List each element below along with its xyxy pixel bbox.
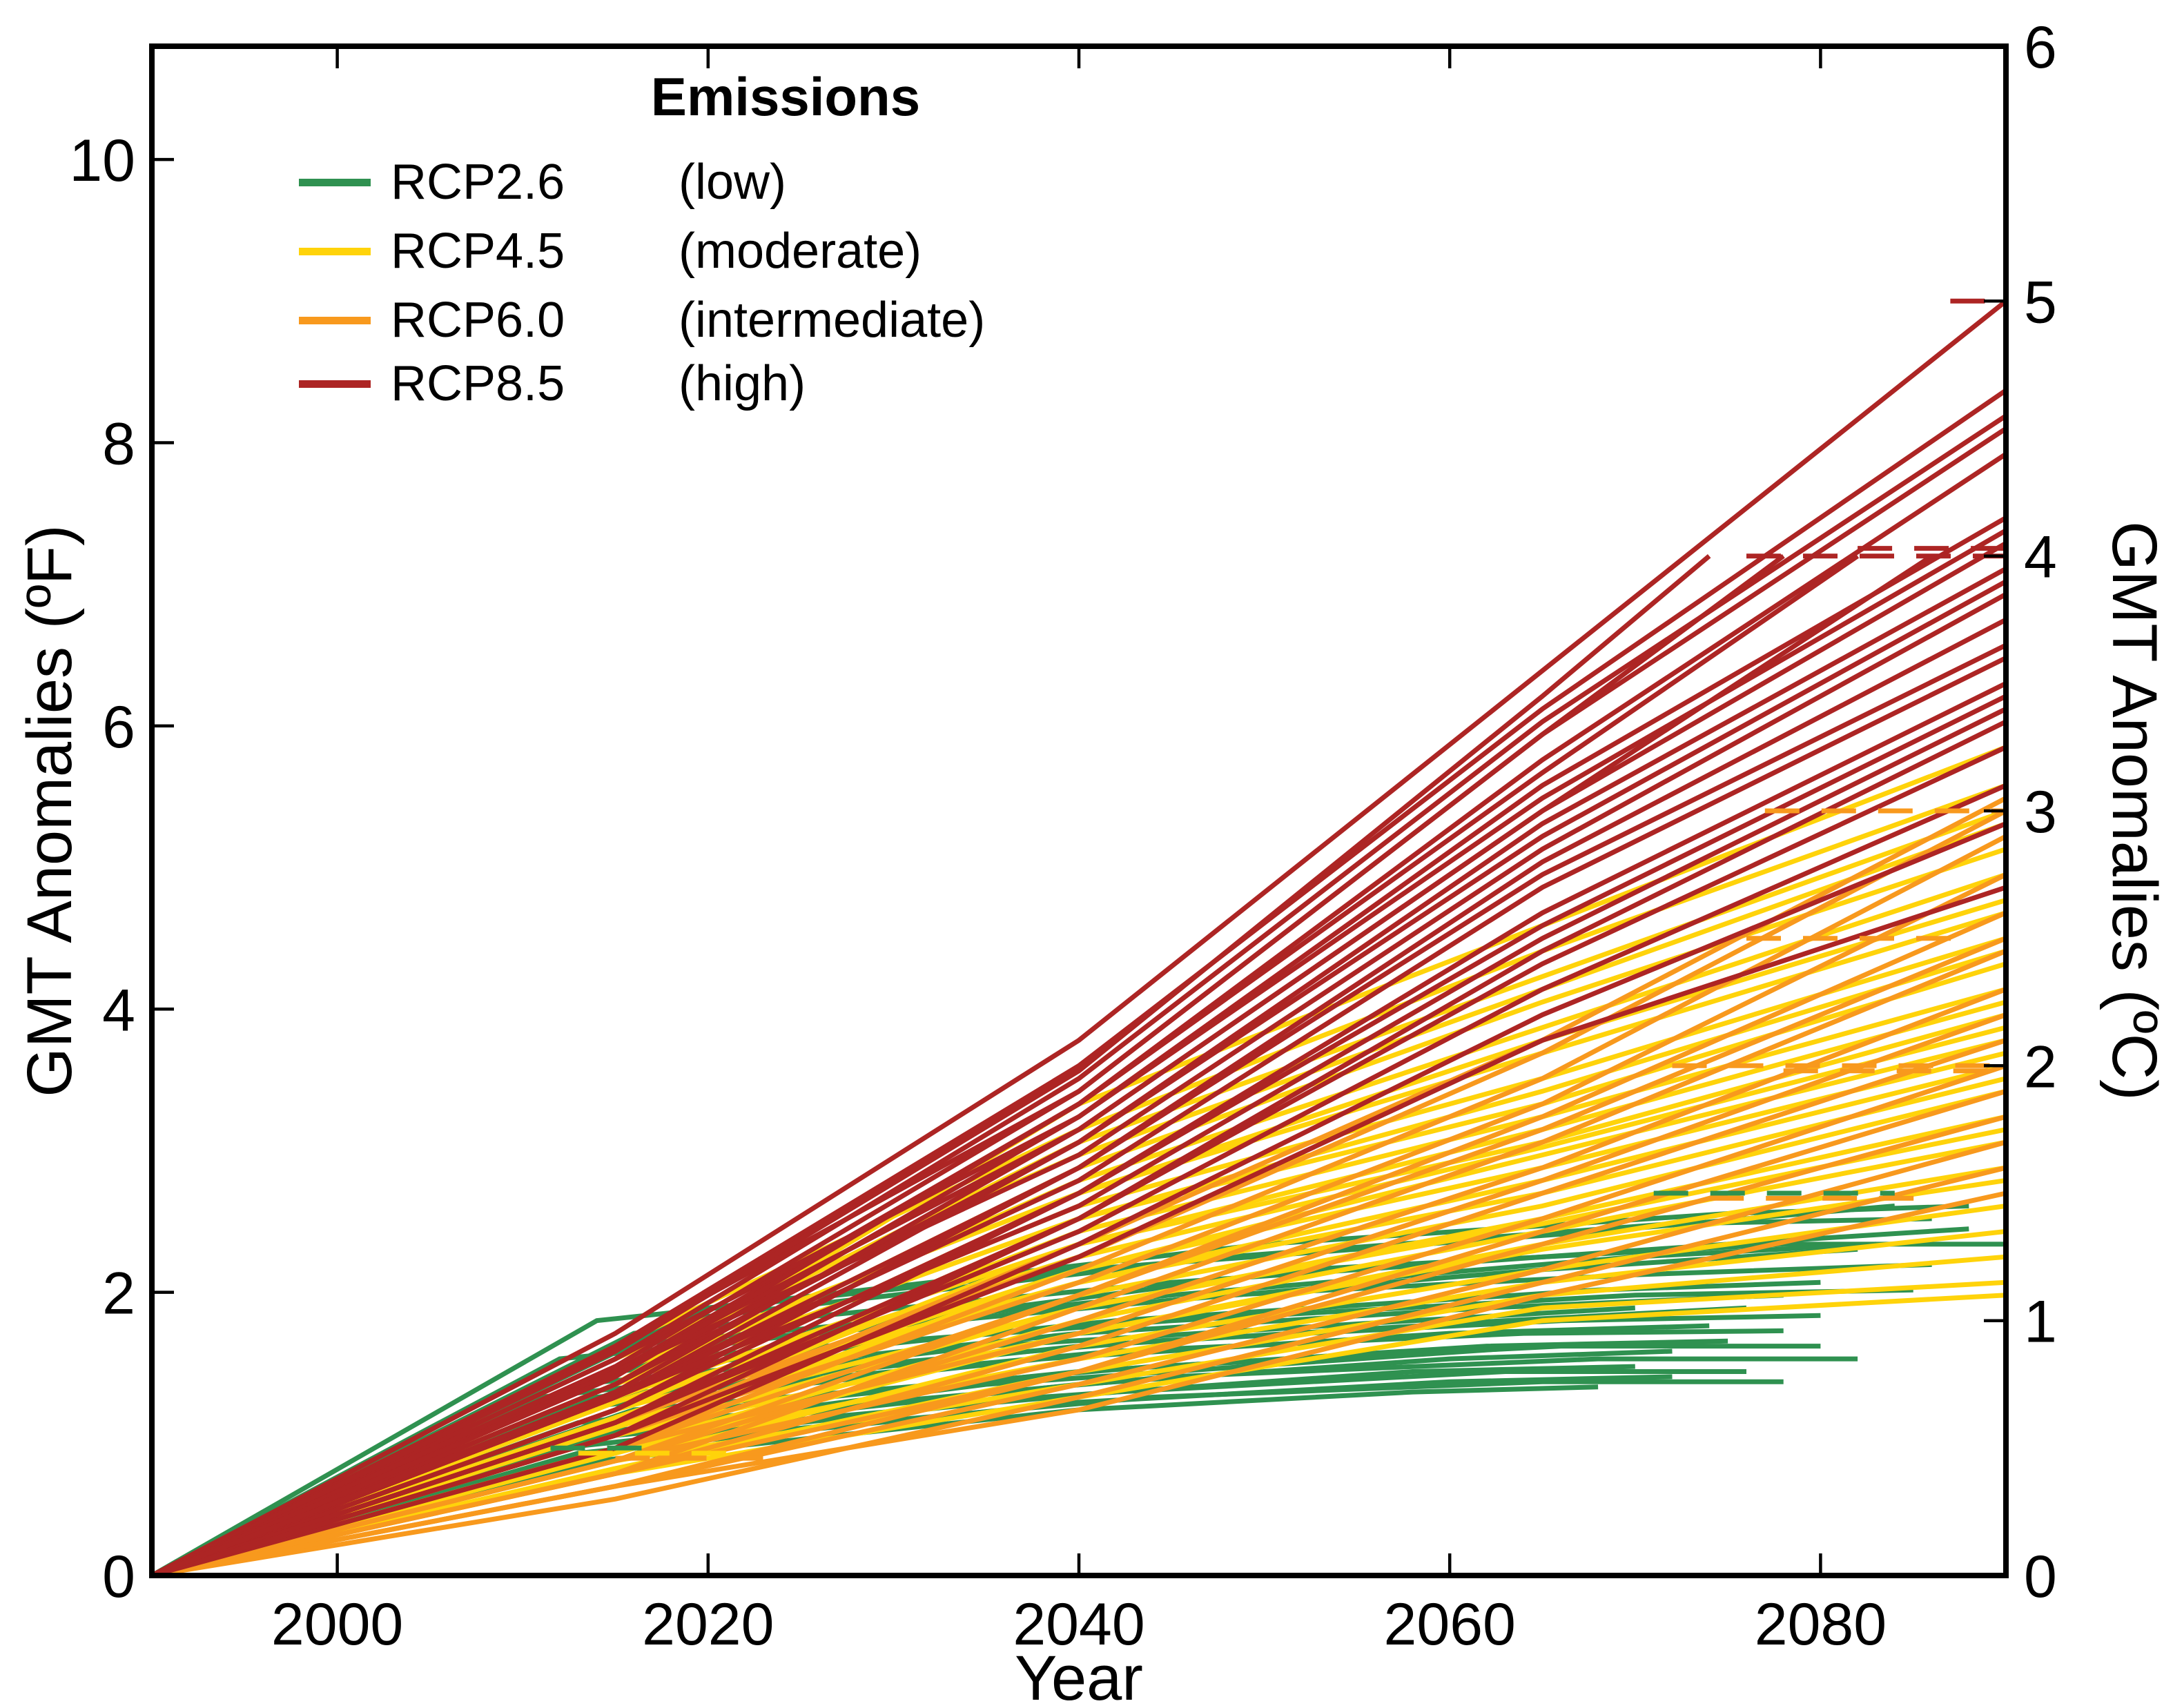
scenario-line <box>152 592 2006 1576</box>
scenario-line <box>152 541 2006 1576</box>
legend-item-label: RCP2.6 <box>391 155 565 210</box>
y-right-tick-label: 2 <box>2024 1034 2057 1100</box>
rcp85-line-swatch <box>299 380 371 388</box>
y-left-tick-label: 2 <box>102 1261 135 1327</box>
scenario-line <box>152 553 1860 1576</box>
legend-item-rcp60: RCP6.0 (intermediate) <box>299 289 985 351</box>
y-right-tick-label: 6 <box>2024 14 2057 81</box>
x-axis-title: Year <box>1015 1643 1143 1708</box>
legend-item-label: RCP8.5 <box>391 356 565 411</box>
left-axis-title: GMT Anomalies (ºF) <box>14 524 85 1097</box>
scenario-line <box>152 1114 2006 1576</box>
rcp26-line-swatch <box>299 178 371 186</box>
scenario-line <box>152 1190 2006 1576</box>
scenario-line <box>152 299 2006 1576</box>
scenario-line <box>152 885 2006 1576</box>
legend-item-rcp26: RCP2.6 (low) <box>299 151 786 213</box>
scenario-line <box>152 694 2006 1576</box>
scenario-line <box>152 1165 2006 1576</box>
legend-item-rcp85: RCP8.5 (high) <box>299 353 806 415</box>
x-tick-label: 2000 <box>271 1591 403 1658</box>
x-tick-label: 2060 <box>1384 1591 1516 1658</box>
scenario-line <box>152 554 1711 1576</box>
y-left-tick-label: 0 <box>102 1544 135 1610</box>
y-right-tick-label: 3 <box>2024 779 2057 845</box>
y-left-tick-label: 10 <box>69 128 135 194</box>
axis-ticks <box>152 44 2006 1578</box>
legend-item-label: RCP6.0 <box>391 293 565 348</box>
x-tick-label: 2040 <box>1013 1591 1144 1658</box>
legend-title: Emissions <box>650 66 921 127</box>
legend-item-label: RCP4.5 <box>391 224 565 279</box>
y-right-tick-label: 4 <box>2024 524 2057 591</box>
y-left-tick-label: 4 <box>102 977 135 1043</box>
y-right-tick-label: 1 <box>2024 1289 2057 1355</box>
scenario-line <box>152 783 2006 1576</box>
legend-item-rcp45: RCP4.5 (moderate) <box>299 220 922 282</box>
series-RCP8.5 <box>152 299 2006 1576</box>
tick-labels: 2000 2020 2040 2060 2080 0 2 4 6 8 10 0 1 2 3 4 5 6 <box>69 14 2057 1658</box>
y-right-tick-label: 0 <box>2024 1544 2057 1610</box>
legend-item-desc: (high) <box>679 356 806 411</box>
legend-item-desc: (low) <box>679 155 786 210</box>
scenario-line <box>152 821 2006 1576</box>
rcp45-line-swatch <box>299 247 371 255</box>
legend-item-desc: (intermediate) <box>679 293 986 348</box>
y-left-tick-label: 8 <box>102 411 135 478</box>
scenario-line <box>152 553 1933 1576</box>
x-tick-label: 2080 <box>1755 1591 1887 1658</box>
y-left-tick-label: 6 <box>102 694 135 760</box>
legend-item-desc: (moderate) <box>679 224 922 279</box>
rcp60-line-swatch <box>299 316 371 324</box>
scenario-line <box>152 1063 2006 1576</box>
right-axis-title: GMT Anomalies (ºC) <box>2099 521 2170 1101</box>
scenario-line <box>152 553 1785 1576</box>
plot-area <box>152 298 2006 1576</box>
scenario-line <box>152 707 2006 1576</box>
y-right-tick-label: 5 <box>2024 269 2057 335</box>
scenario-line <box>152 579 2006 1576</box>
x-tick-label: 2020 <box>642 1591 774 1658</box>
